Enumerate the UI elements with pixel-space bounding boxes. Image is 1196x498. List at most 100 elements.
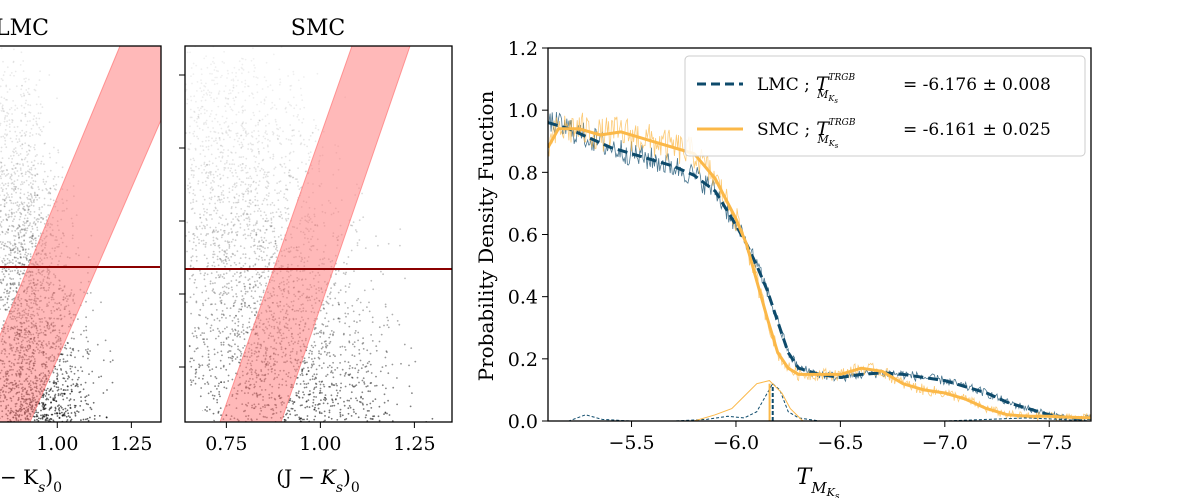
scatter-point (252, 224, 255, 227)
scatter-point (320, 412, 323, 415)
scatter-point (230, 280, 233, 282)
scatter-point (23, 158, 26, 161)
scatter-point (0, 175, 2, 178)
scatter-point (59, 412, 61, 415)
scatter-point (52, 199, 55, 202)
scatter-point (383, 401, 386, 404)
scatter-point (20, 88, 23, 91)
scatter-point (39, 103, 42, 106)
scatter-point (219, 144, 222, 147)
scatter-point (33, 115, 36, 117)
scatter-point (287, 75, 289, 77)
scatter-point (318, 392, 321, 394)
scatter-point (223, 250, 226, 253)
scatter-point (221, 310, 224, 312)
scatter-point (25, 248, 27, 251)
scatter-point (244, 304, 246, 306)
scatter-point (210, 153, 213, 156)
scatter-point (302, 380, 305, 383)
scatter-point (0, 78, 3, 80)
scatter-point (0, 160, 1, 163)
scatter-point (368, 360, 371, 363)
scatter-point (203, 163, 206, 166)
scatter-point (216, 255, 219, 258)
scatter-point (6, 115, 9, 117)
scatter-point (230, 241, 233, 243)
scatter-point (21, 243, 24, 246)
scatter-point (37, 112, 40, 115)
scatter-point (57, 386, 60, 389)
scatter-point (27, 248, 30, 251)
scatter-point (1, 157, 4, 160)
scatter-point (267, 262, 270, 265)
scatter-point (318, 352, 320, 355)
scatter-point (38, 133, 40, 136)
scatter-point (212, 188, 215, 191)
scatter-point (236, 230, 239, 233)
scatter-point (282, 130, 284, 133)
scatter-point (13, 189, 16, 192)
scatter-point (280, 156, 283, 159)
scatter-point (223, 90, 226, 93)
scatter-point (4, 143, 6, 146)
scatter-point (228, 187, 231, 190)
scatter-point (78, 391, 81, 394)
scatter-point (305, 383, 308, 385)
scatter-point (8, 290, 11, 293)
scatter-point (238, 194, 241, 197)
scatter-point (218, 391, 221, 393)
scatter-point (40, 409, 42, 412)
scatter-point (317, 404, 319, 406)
scatter-point (203, 112, 206, 115)
scatter-point (57, 175, 60, 178)
scatter-point (32, 205, 35, 207)
scatter-point (231, 189, 234, 192)
scatter-point (61, 166, 64, 169)
scatter-point (344, 291, 347, 293)
scatter-point (45, 180, 48, 183)
scatter-point (67, 404, 70, 407)
scatter-point (58, 364, 61, 367)
scatter-point (80, 366, 82, 369)
scatter-point (213, 291, 215, 294)
scatter-point (16, 204, 19, 207)
scatter-point (46, 387, 49, 390)
scatter-point (252, 180, 255, 183)
scatter-point (313, 119, 315, 121)
scatter-point (279, 142, 281, 145)
scatter-point (20, 95, 23, 98)
scatter-point (344, 349, 347, 351)
scatter-point (23, 205, 25, 208)
scatter-point (240, 215, 243, 217)
scatter-point (33, 148, 36, 151)
scatter-point (193, 212, 196, 215)
scatter-point (227, 374, 230, 377)
scatter-point (2, 257, 5, 260)
scatter-point (14, 215, 16, 218)
scatter-point (239, 336, 242, 338)
scatter-point (242, 138, 245, 141)
scatter-point (270, 221, 273, 224)
scatter-point (87, 419, 90, 422)
scatter-point (4, 242, 7, 245)
scatter-point (0, 296, 3, 299)
scatter-point (266, 113, 269, 116)
scatter-point (50, 387, 53, 390)
scatter-point (194, 149, 197, 151)
scatter-point (224, 240, 227, 243)
scatter-point (238, 349, 241, 352)
scatter-point (307, 370, 310, 372)
scatter-point (217, 132, 220, 134)
scatter-point (32, 118, 35, 121)
scatter-point (241, 111, 244, 114)
scatter-point (254, 263, 257, 265)
scatter-point (243, 219, 246, 221)
scatter-point (64, 410, 67, 413)
scatter-point (387, 242, 390, 245)
scatter-point (205, 92, 208, 95)
scatter-point (302, 367, 305, 370)
scatter-point (209, 130, 212, 133)
scatter-point (204, 299, 207, 302)
scatter-point (263, 211, 266, 214)
scatter-point (253, 70, 256, 73)
